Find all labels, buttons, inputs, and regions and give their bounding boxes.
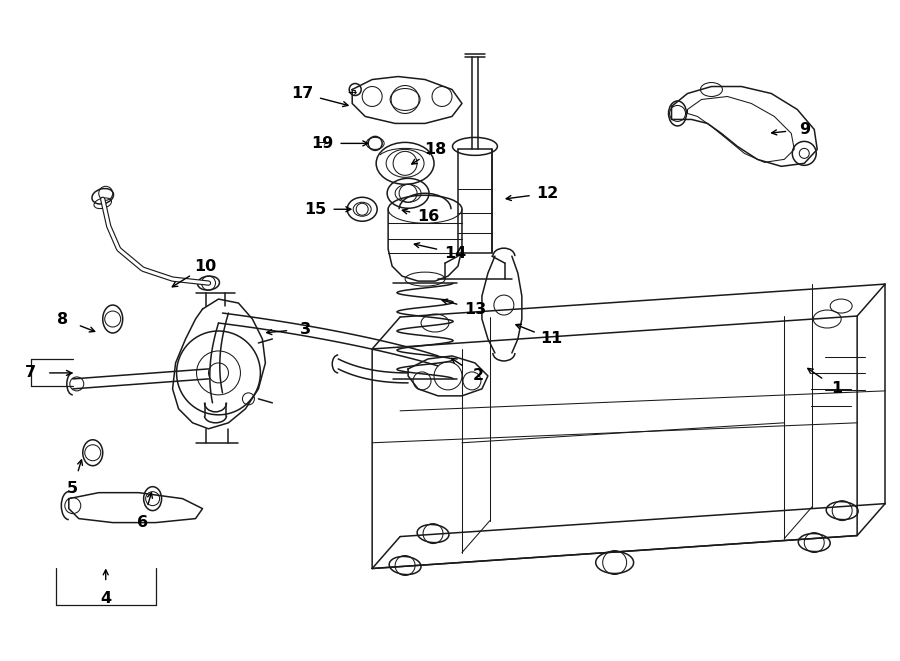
Text: 3: 3	[300, 321, 310, 336]
Text: →: →	[318, 138, 327, 148]
Text: 9: 9	[798, 122, 810, 137]
Text: 2: 2	[472, 368, 483, 383]
Text: 15: 15	[304, 202, 327, 217]
Text: 12: 12	[536, 186, 559, 201]
Text: 16: 16	[417, 209, 439, 223]
Text: 14: 14	[444, 246, 466, 260]
Text: 17: 17	[292, 86, 313, 101]
Text: 13: 13	[464, 301, 486, 317]
Text: 4: 4	[100, 591, 112, 606]
Text: 6: 6	[137, 515, 148, 530]
Text: 8: 8	[58, 311, 68, 327]
Text: 7: 7	[25, 366, 36, 381]
Text: 18: 18	[424, 142, 446, 157]
Text: 11: 11	[541, 331, 562, 346]
Text: →: →	[347, 89, 357, 98]
Text: 1: 1	[832, 381, 842, 397]
Text: 10: 10	[194, 258, 217, 274]
Circle shape	[209, 363, 229, 383]
Text: 5: 5	[68, 481, 78, 496]
Text: 19: 19	[311, 136, 333, 151]
